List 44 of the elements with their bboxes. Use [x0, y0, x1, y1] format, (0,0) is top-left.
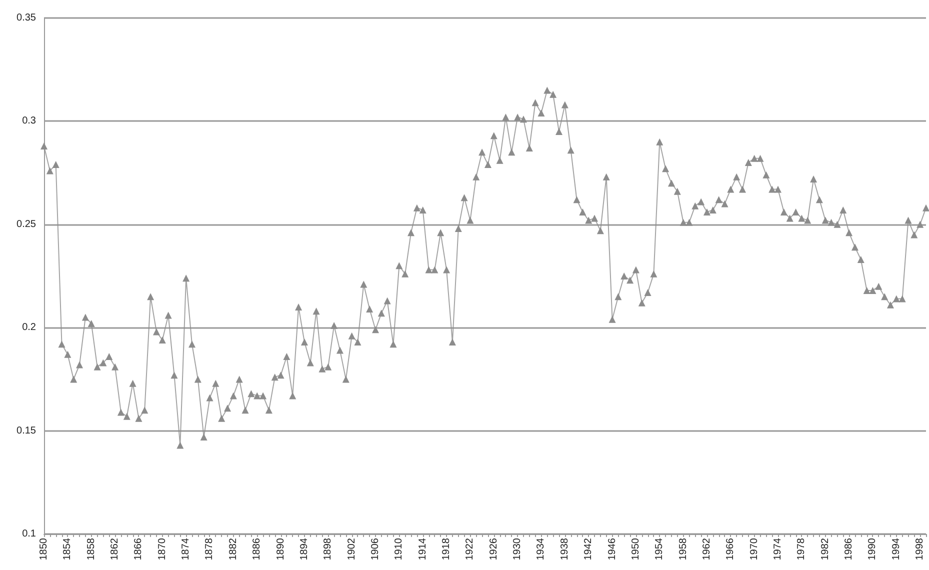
x-tick-label: 1886 — [252, 538, 263, 560]
x-tick-label: 1986 — [844, 538, 855, 560]
x-tick-label: 1930 — [512, 538, 524, 560]
x-tick-label: 1958 — [678, 538, 689, 560]
x-tick-label: 1914 — [417, 538, 428, 560]
x-tick-label: 1906 — [370, 538, 381, 560]
x-tick-label: 1878 — [204, 538, 216, 560]
x-tick-label: 1998 — [914, 538, 926, 560]
x-tick-label: 1858 — [86, 538, 97, 560]
x-tick-label: 1874 — [180, 538, 192, 560]
y-tick-label: 0.35 — [16, 12, 36, 24]
x-tick-label: 1938 — [559, 538, 570, 560]
x-tick-label: 1954 — [654, 538, 666, 560]
x-tick-label: 1918 — [441, 538, 452, 560]
x-tick-label: 1898 — [322, 538, 334, 560]
x-tick-label: 1974 — [772, 538, 784, 560]
x-tick-label: 1862 — [110, 538, 121, 560]
y-tick-label: 0.1 — [22, 528, 36, 540]
x-tick-label: 1922 — [464, 538, 476, 560]
x-tick-label: 1882 — [228, 538, 239, 560]
x-tick-label: 1982 — [820, 538, 831, 560]
y-tick-label: 0.2 — [22, 322, 36, 334]
y-tick-label: 0.3 — [22, 116, 36, 127]
x-tick-label: 1854 — [62, 538, 74, 560]
x-tick-label: 1950 — [630, 538, 642, 560]
x-tick-label: 1978 — [796, 538, 808, 560]
x-tick-label: 1910 — [394, 538, 405, 560]
x-tick-label: 1946 — [606, 538, 618, 560]
y-tick-label: 0.15 — [16, 425, 36, 436]
x-tick-label: 1942 — [583, 538, 594, 560]
x-tick-label: 1866 — [133, 538, 144, 560]
x-tick-label: 1870 — [156, 538, 168, 560]
x-tick-label: 1994 — [890, 538, 902, 560]
y-tick-label: 0.25 — [16, 218, 36, 230]
x-tick-label: 1894 — [298, 538, 310, 560]
x-tick-label: 1926 — [488, 538, 500, 560]
x-tick-label: 1934 — [536, 538, 547, 560]
x-tick-label: 1990 — [867, 538, 878, 560]
x-tick-label: 1970 — [748, 538, 760, 560]
x-tick-label: 1902 — [346, 538, 358, 560]
x-tick-label: 1890 — [275, 538, 286, 560]
x-tick-label: 1962 — [701, 538, 712, 560]
x-tick-label: 1966 — [725, 538, 736, 560]
x-tick-label: 1850 — [38, 538, 50, 560]
